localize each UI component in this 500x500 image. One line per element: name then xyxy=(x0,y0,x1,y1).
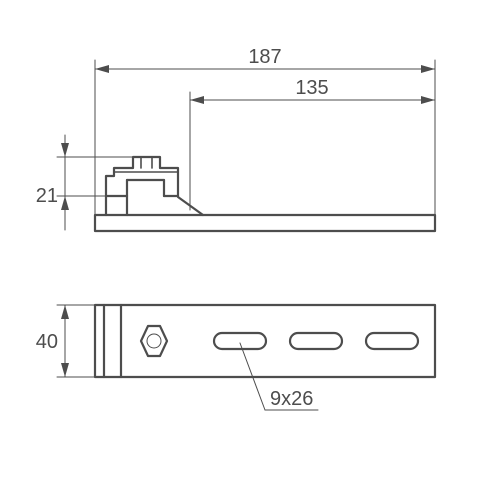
dim-plate-width: 40 xyxy=(36,331,58,353)
dim-secondary-length: 135 xyxy=(295,77,328,99)
bolt-head-icon xyxy=(141,326,167,356)
dim-clamp-height: 21 xyxy=(36,185,58,207)
dim-slot-size: 9x26 xyxy=(270,388,313,410)
top-view: 40 9x26 xyxy=(36,305,435,410)
side-view: 187 135 21 xyxy=(36,46,435,231)
technical-drawing: 187 135 21 40 xyxy=(0,0,500,500)
dim-overall-length: 187 xyxy=(248,46,281,68)
